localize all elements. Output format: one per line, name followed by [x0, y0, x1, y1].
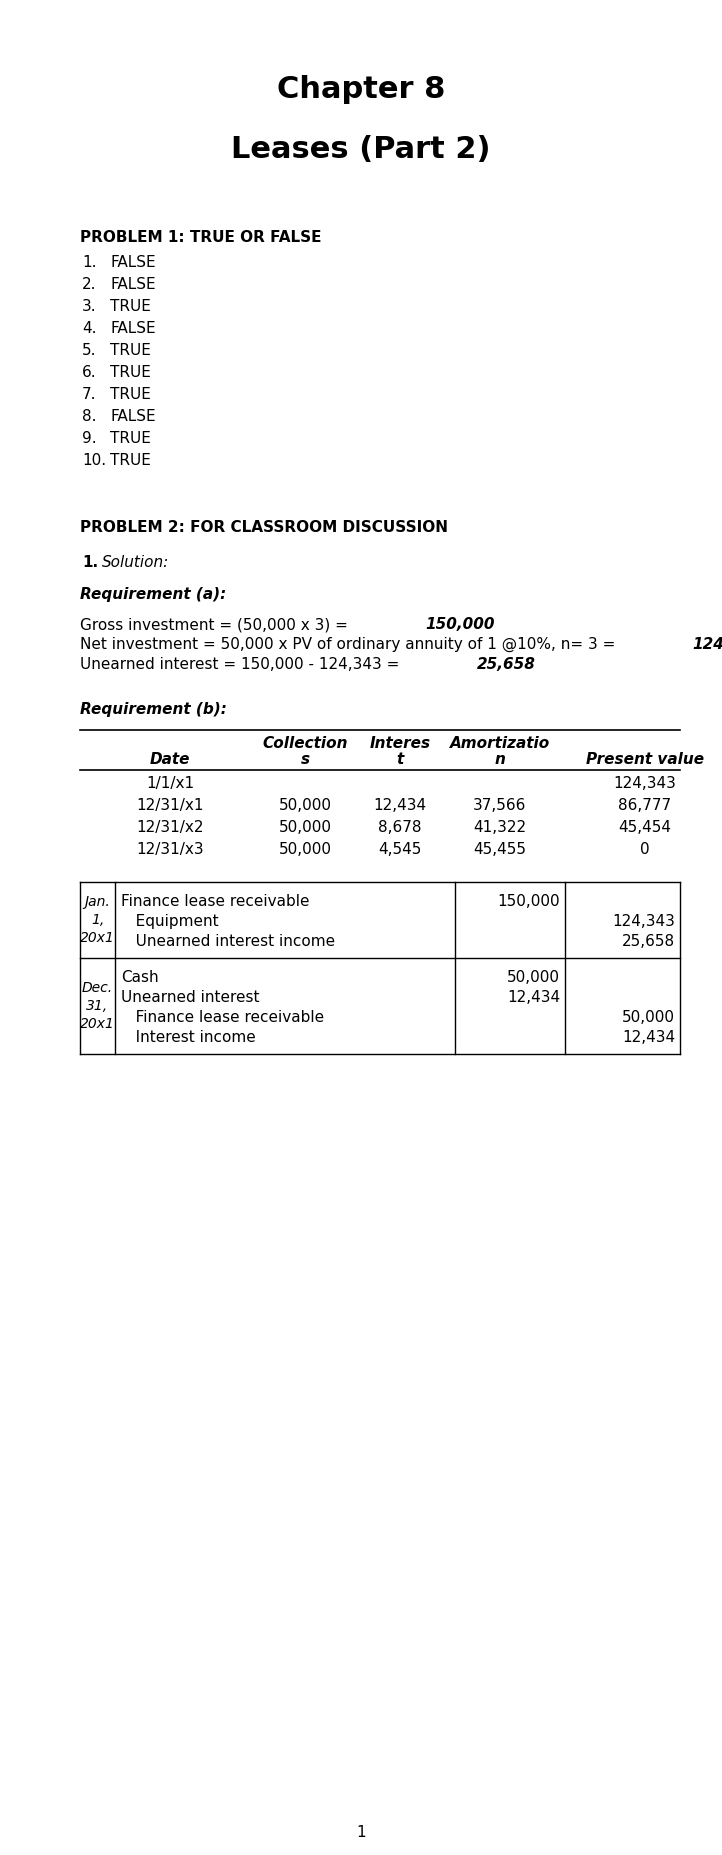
- Text: Equipment: Equipment: [121, 915, 219, 929]
- Text: 50,000: 50,000: [279, 820, 331, 835]
- Text: Net investment = 50,000 x PV of ordinary annuity of 1 @10%, n= 3 =: Net investment = 50,000 x PV of ordinary…: [80, 636, 620, 653]
- Text: Finance lease receivable: Finance lease receivable: [121, 894, 310, 909]
- Text: Jan.
1,
20x1: Jan. 1, 20x1: [80, 894, 115, 946]
- Text: TRUE: TRUE: [110, 365, 151, 380]
- Text: 124,343: 124,343: [614, 775, 677, 790]
- Text: 12/31/x2: 12/31/x2: [136, 820, 204, 835]
- Text: n: n: [495, 751, 505, 766]
- Text: Cash: Cash: [121, 970, 159, 985]
- Text: FALSE: FALSE: [110, 276, 156, 291]
- Text: PROBLEM 1: TRUE OR FALSE: PROBLEM 1: TRUE OR FALSE: [80, 230, 321, 245]
- Text: Interest income: Interest income: [121, 1030, 256, 1044]
- Text: 50,000: 50,000: [622, 1009, 675, 1026]
- Text: 8.: 8.: [82, 408, 97, 425]
- Text: Collection: Collection: [262, 736, 348, 751]
- Text: 45,454: 45,454: [619, 820, 671, 835]
- Text: TRUE: TRUE: [110, 343, 151, 358]
- Text: 41,322: 41,322: [474, 820, 526, 835]
- Text: 50,000: 50,000: [279, 842, 331, 857]
- Text: 150,000: 150,000: [497, 894, 560, 909]
- Text: 10.: 10.: [82, 453, 106, 467]
- Text: Date: Date: [149, 751, 191, 766]
- Text: 25,658: 25,658: [477, 657, 536, 672]
- Text: Unearned interest income: Unearned interest income: [121, 935, 335, 950]
- Text: 2.: 2.: [82, 276, 97, 291]
- Text: Solution:: Solution:: [102, 555, 169, 569]
- Text: Amortizatio: Amortizatio: [450, 736, 550, 751]
- Text: 6.: 6.: [82, 365, 97, 380]
- Text: t: t: [396, 751, 404, 766]
- Text: 50,000: 50,000: [507, 970, 560, 985]
- Text: FALSE: FALSE: [110, 321, 156, 336]
- Text: 7.: 7.: [82, 388, 97, 403]
- Text: Gross investment = (50,000 x 3) =: Gross investment = (50,000 x 3) =: [80, 618, 353, 633]
- Text: TRUE: TRUE: [110, 388, 151, 403]
- Text: Interes: Interes: [370, 736, 430, 751]
- Text: PROBLEM 2: FOR CLASSROOM DISCUSSION: PROBLEM 2: FOR CLASSROOM DISCUSSION: [80, 519, 448, 534]
- Text: Unearned interest: Unearned interest: [121, 991, 259, 1005]
- Text: 124,343: 124,343: [692, 636, 722, 651]
- Text: Present value: Present value: [586, 751, 704, 766]
- Text: 5.: 5.: [82, 343, 97, 358]
- Text: 50,000: 50,000: [279, 798, 331, 812]
- Text: 3.: 3.: [82, 299, 97, 313]
- Text: FALSE: FALSE: [110, 408, 156, 425]
- Text: Dec.
31,
20x1: Dec. 31, 20x1: [80, 981, 115, 1031]
- Text: 4,545: 4,545: [378, 842, 422, 857]
- Text: 37,566: 37,566: [474, 798, 526, 812]
- Text: 0: 0: [640, 842, 650, 857]
- Text: 12/31/x3: 12/31/x3: [136, 842, 204, 857]
- Text: 45,455: 45,455: [474, 842, 526, 857]
- Text: 12,434: 12,434: [373, 798, 427, 812]
- Text: 1.: 1.: [82, 555, 98, 569]
- Text: 12,434: 12,434: [622, 1030, 675, 1044]
- Text: 1.: 1.: [82, 254, 97, 271]
- Text: Finance lease receivable: Finance lease receivable: [121, 1009, 324, 1026]
- Text: TRUE: TRUE: [110, 430, 151, 445]
- Text: 12/31/x1: 12/31/x1: [136, 798, 204, 812]
- Text: FALSE: FALSE: [110, 254, 156, 271]
- Text: TRUE: TRUE: [110, 453, 151, 467]
- Text: 9.: 9.: [82, 430, 97, 445]
- Text: 1: 1: [356, 1825, 366, 1840]
- Text: Unearned interest = 150,000 - 124,343 =: Unearned interest = 150,000 - 124,343 =: [80, 657, 404, 672]
- Text: 86,777: 86,777: [619, 798, 671, 812]
- Text: 150,000: 150,000: [425, 618, 495, 633]
- Text: 12,434: 12,434: [507, 991, 560, 1005]
- Text: Requirement (a):: Requirement (a):: [80, 586, 226, 603]
- Text: Requirement (b):: Requirement (b):: [80, 701, 227, 718]
- Text: TRUE: TRUE: [110, 299, 151, 313]
- Text: 124,343: 124,343: [612, 915, 675, 929]
- Text: 8,678: 8,678: [378, 820, 422, 835]
- Text: s: s: [300, 751, 310, 766]
- Text: 4.: 4.: [82, 321, 97, 336]
- Text: 1/1/x1: 1/1/x1: [146, 775, 194, 790]
- Text: Chapter 8: Chapter 8: [277, 74, 445, 104]
- Text: 25,658: 25,658: [622, 935, 675, 950]
- Text: Leases (Part 2): Leases (Part 2): [231, 135, 491, 163]
